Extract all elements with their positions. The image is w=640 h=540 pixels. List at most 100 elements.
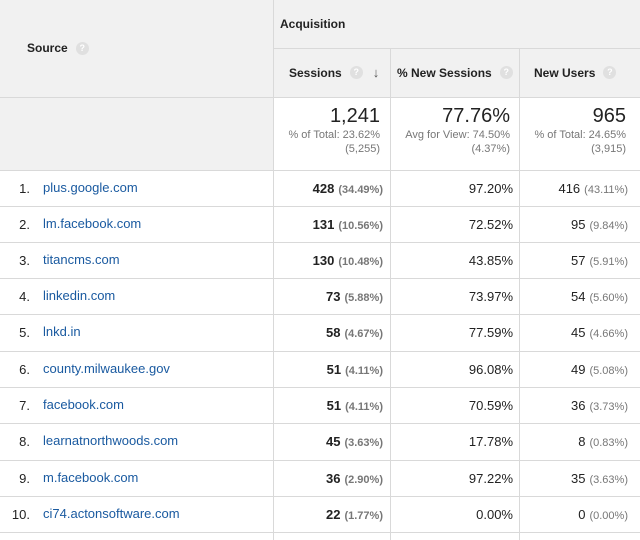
new-users-percent: (5.60%): [589, 292, 628, 304]
source-link[interactable]: facebook.com: [43, 397, 124, 412]
new-sessions-total: 77.76% Avg for View: 74.50% (4.37%): [393, 104, 510, 156]
row-divider: [0, 278, 640, 279]
new-sessions-value: 70.59%: [468, 398, 513, 413]
new-users-value: 45: [571, 325, 586, 340]
new-users-value: 36: [571, 398, 586, 413]
new-users-value: 0: [578, 507, 586, 522]
sessions-value: 45: [326, 434, 341, 449]
source-link[interactable]: county.milwaukee.gov: [43, 361, 170, 376]
source-link[interactable]: lnkd.in: [43, 324, 81, 339]
table-row: 5. lnkd.in 58 (4.67%) 77.59% 45 (4.66%): [0, 314, 640, 350]
new-users-header-label: New Users: [534, 65, 596, 80]
sort-descending-icon[interactable]: ↓: [372, 65, 380, 80]
new-sessions-value: 0.00%: [476, 507, 513, 522]
new-users-total-base: (3,915): [591, 143, 626, 155]
new-users-total-value: 965: [592, 105, 626, 127]
sessions-cell: 51 (4.11%): [273, 398, 383, 413]
new-sessions-header-label: % New Sessions: [397, 65, 492, 80]
row-index: 4.: [19, 289, 30, 304]
new-sessions-total-average: Avg for View: 74.50%: [405, 129, 510, 141]
totals-row-label-cell: [0, 97, 273, 170]
new-sessions-total-delta: (4.37%): [471, 143, 510, 155]
sessions-value: 428: [312, 181, 335, 196]
help-icon[interactable]: ?: [499, 66, 513, 79]
source-link[interactable]: linkedin.com: [43, 288, 116, 303]
new-sessions-value: 72.52%: [468, 217, 513, 232]
sessions-value: 73: [326, 289, 341, 304]
sessions-percent: (34.49%): [338, 184, 383, 196]
new-sessions-value: 77.59%: [468, 325, 513, 340]
new-users-percent: (5.91%): [589, 256, 628, 268]
sessions-cell: 131 (10.56%): [273, 217, 383, 232]
new-users-total: 965 % of Total: 24.65% (3,915): [522, 104, 626, 156]
sessions-value: 22: [326, 507, 341, 522]
sessions-cell: 22 (1.77%): [273, 507, 383, 522]
help-icon[interactable]: ?: [603, 66, 617, 79]
new-users-percent: (43.11%): [584, 184, 628, 196]
source-link[interactable]: learnatnorthwoods.com: [43, 433, 179, 448]
help-icon[interactable]: ?: [75, 41, 89, 55]
new-users-value: 49: [571, 362, 586, 377]
source-link[interactable]: ci74.actonsoftware.com: [43, 506, 180, 521]
new-users-cell: 36 (3.73%): [519, 398, 628, 413]
sessions-total-base: (5,255): [345, 143, 380, 155]
help-icon[interactable]: ?: [349, 66, 363, 79]
new-sessions-value: 97.20%: [468, 181, 513, 196]
sessions-percent: (2.90%): [344, 474, 383, 486]
sessions-value: 51: [326, 398, 342, 413]
source-header-label: Source: [27, 41, 68, 55]
row-index: 10.: [11, 507, 30, 522]
sessions-cell: 36 (2.90%): [273, 471, 383, 486]
sessions-percent: (3.63%): [344, 437, 383, 449]
row-divider: [0, 423, 640, 424]
row-divider: [273, 48, 640, 49]
source-link[interactable]: plus.google.com: [43, 180, 138, 195]
sessions-percent: (10.48%): [338, 256, 383, 268]
new-users-percent: (4.66%): [589, 328, 628, 340]
new-sessions-column-header[interactable]: % New Sessions ?: [397, 48, 513, 97]
new-users-cell: 95 (9.84%): [519, 217, 628, 232]
new-users-column-header[interactable]: New Users ?: [534, 48, 617, 97]
row-index: 6.: [19, 362, 30, 377]
sessions-header-label: Sessions: [289, 65, 342, 80]
table-row: 1. plus.google.com 428 (34.49%) 97.20% 41…: [0, 170, 640, 206]
source-column-header[interactable]: Source ?: [27, 41, 89, 55]
sessions-value: 131: [312, 217, 335, 232]
new-users-value: 8: [578, 434, 586, 449]
sessions-percent: (5.88%): [344, 292, 383, 304]
row-index: 1.: [19, 181, 30, 196]
row-divider: [0, 170, 640, 171]
sessions-value: 58: [326, 325, 341, 340]
sessions-column-header[interactable]: Sessions ? ↓: [289, 48, 379, 97]
new-users-cell: 57 (5.91%): [519, 253, 628, 268]
source-link[interactable]: m.facebook.com: [43, 470, 139, 485]
source-link[interactable]: lm.facebook.com: [43, 216, 142, 231]
row-divider: [0, 314, 640, 315]
sessions-value: 51: [326, 362, 342, 377]
new-users-percent: (5.08%): [589, 365, 628, 377]
table-row: 9. m.facebook.com 36 (2.90%) 97.22% 35 (3.…: [0, 460, 640, 496]
table-row: 6. county.milwaukee.gov 51 (4.11%) 96.08%…: [0, 351, 640, 387]
table-row: 10. ci74.actonsoftware.com 22 (1.77%) 0.0…: [0, 496, 640, 532]
new-sessions-value: 43.85%: [468, 253, 513, 268]
row-divider: [0, 206, 640, 207]
sessions-percent: (4.11%): [345, 401, 383, 413]
row-divider: [0, 387, 640, 388]
source-link[interactable]: titancms.com: [43, 252, 120, 267]
table-row: 3. titancms.com 130 (10.48%) 43.85% 57 (5.…: [0, 242, 640, 278]
sessions-value: 36: [326, 471, 341, 486]
new-sessions-total-value: 77.76%: [442, 105, 510, 127]
sessions-cell: 130 (10.48%): [273, 253, 383, 268]
sessions-value: 130: [312, 253, 335, 268]
table-row: 7. facebook.com 51 (4.11%) 70.59% 36 (3.73…: [0, 387, 640, 423]
sessions-cell: 58 (4.67%): [273, 325, 383, 340]
new-users-cell: 35 (3.63%): [519, 471, 628, 486]
row-index: 5.: [19, 325, 30, 340]
row-divider: [0, 242, 640, 243]
row-index: 2.: [19, 217, 30, 232]
sessions-total: 1,241 % of Total: 23.62% (5,255): [276, 104, 380, 156]
row-divider: [0, 460, 640, 461]
sessions-total-percent: % of Total: 23.62%: [288, 129, 380, 141]
new-users-value: 35: [571, 471, 586, 486]
row-divider: [0, 97, 640, 98]
